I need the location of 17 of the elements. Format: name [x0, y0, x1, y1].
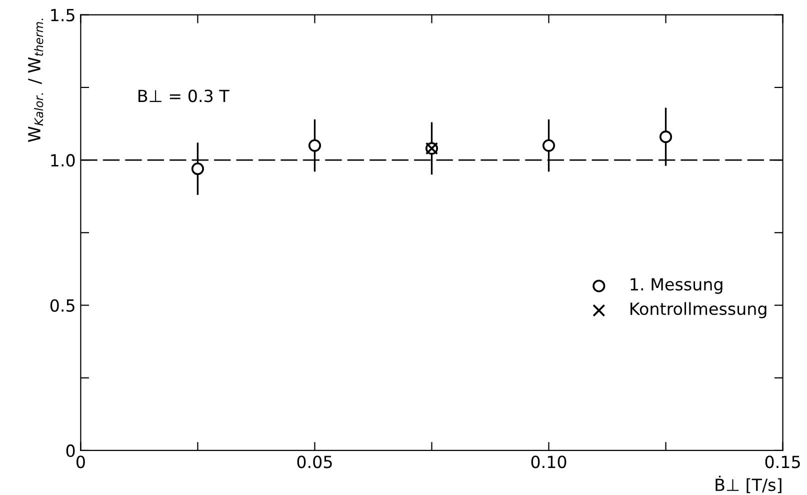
text: 1.0 [51, 154, 75, 167]
legend-label: Kontrollmessung [630, 302, 766, 318]
x-tick-label: 0.05 [297, 456, 332, 468]
text: 0.10 [531, 456, 566, 468]
y-tick-label: 0.5 [50, 299, 74, 312]
point [308, 139, 322, 152]
legend-label: 1. Messung [630, 278, 722, 294]
point [542, 139, 556, 152]
x-axis-title: Ḃ⊥ [T/s] [716, 476, 782, 494]
y-tick-label: 1.5 [51, 9, 74, 22]
x-tick-label: 0.15 [765, 456, 800, 468]
x-tick-label: 0 [76, 456, 85, 468]
y-axis-title: W$_{Kalor.}$ / W$_{therm.}$ [28, 18, 44, 142]
point [191, 162, 204, 176]
annotation: B⊥ = 0.3 T [138, 90, 230, 102]
y-tick-label: 0 [66, 444, 75, 458]
point [659, 130, 672, 144]
